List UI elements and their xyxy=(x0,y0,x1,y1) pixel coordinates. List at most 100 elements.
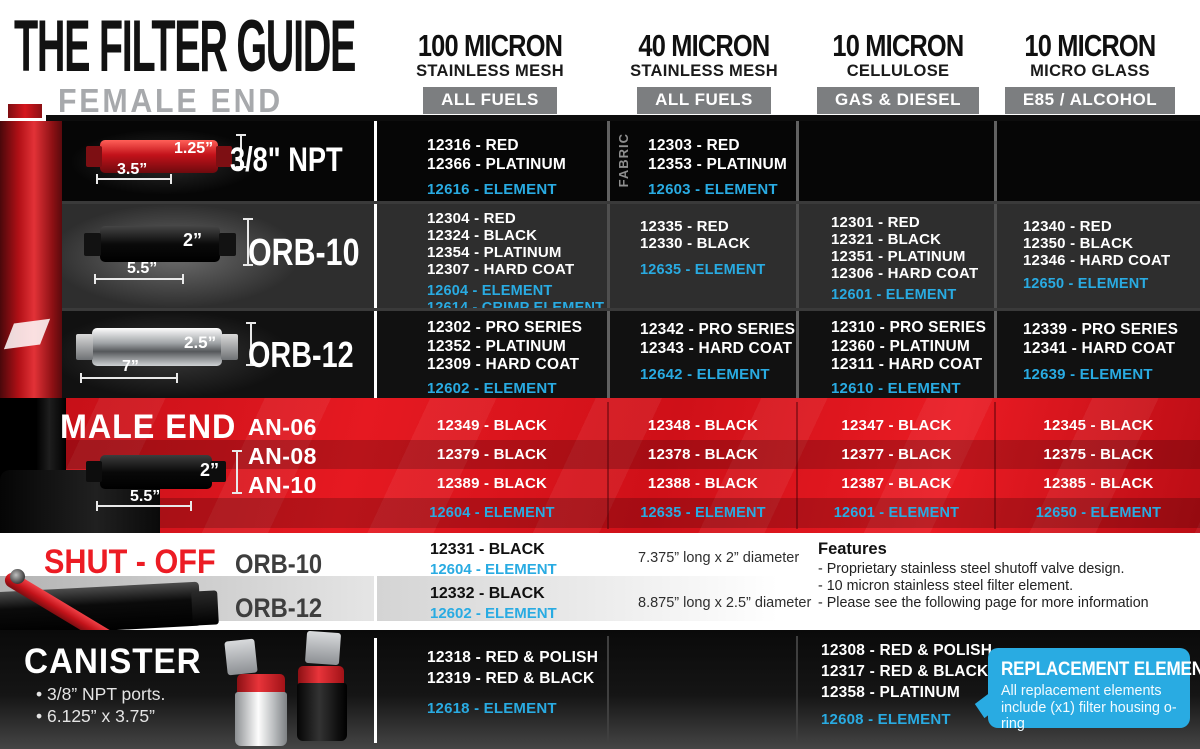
row-separator xyxy=(0,308,1200,311)
dimension-label: 1.25” xyxy=(174,140,214,157)
part-number: 12302 - PRO SERIES xyxy=(427,319,583,336)
column-micron-label: 10 MICRON xyxy=(832,28,964,63)
dimensions-note: 7.375” long x 2” diameter xyxy=(638,550,800,566)
part-number: 12352 - PLATINUM xyxy=(427,337,566,355)
female-row-orb10: 2” 5.5” ORB-10 12304 - RED 12324 - BLACK… xyxy=(0,204,1200,308)
part-number: 12346 - HARD COAT xyxy=(1023,252,1171,269)
spec-bullet: • 3/8” NPT ports. xyxy=(36,684,166,704)
element-number: 12601 - ELEMENT xyxy=(833,505,960,521)
dimension-label: 7” xyxy=(122,358,139,375)
part-number: 12387 - BLACK xyxy=(841,475,952,492)
part-number: 12330 - BLACK xyxy=(640,235,751,252)
column-divider xyxy=(607,402,609,529)
row-label: 3/8" NPT xyxy=(230,141,343,179)
row-label: ORB-12 xyxy=(248,334,354,375)
column-divider xyxy=(796,402,798,529)
header-divider xyxy=(46,115,1200,121)
part-number: 12343 - HARD COAT xyxy=(640,339,793,357)
element-number: 12601 - ELEMENT xyxy=(831,287,957,303)
section-divider xyxy=(374,311,377,398)
part-number: 12385 - BLACK xyxy=(1043,475,1154,492)
element-number: 12650 - ELEMENT xyxy=(1035,505,1162,521)
part-number: 12379 - BLACK xyxy=(436,446,548,463)
section-divider xyxy=(374,638,377,743)
parts-cell: 12340 - RED 12350 - BLACK 12346 - HARD C… xyxy=(997,204,1200,308)
column-divider xyxy=(994,402,996,529)
row-label-an10: AN-10 xyxy=(248,472,317,498)
red-inline-filter-image xyxy=(216,146,232,167)
chrome-inline-filter-image xyxy=(92,328,222,366)
section-divider xyxy=(374,204,377,308)
column-header-10-micron-microglass: 10 MICRON MICRO GLASS E85 / ALCOHOL xyxy=(980,30,1200,118)
element-number: 12603 - ELEMENT xyxy=(648,181,778,198)
parts-cell: 12339 - PRO SERIES 12341 - HARD COAT 126… xyxy=(997,311,1200,398)
column-media-label: CELLULOSE xyxy=(846,62,950,80)
element-number: 12604 - ELEMENT xyxy=(430,561,557,578)
column-media-label: STAINLESS MESH xyxy=(416,62,564,80)
element-number: 12618 - ELEMENT xyxy=(427,700,557,717)
row-label-orb12: ORB-12 xyxy=(235,593,323,623)
column-media-label: STAINLESS MESH xyxy=(630,62,778,80)
part-number: 12319 - RED & BLACK xyxy=(427,670,595,687)
row-label-an06: AN-06 xyxy=(248,414,317,440)
black-inline-filter-image xyxy=(84,233,101,256)
part-number: 12389 - BLACK xyxy=(436,475,548,492)
element-number: 12602 - ELEMENT xyxy=(427,379,557,397)
parts-cell: 12310 - PRO SERIES 12360 - PLATINUM 1231… xyxy=(799,311,994,398)
male-end-section: MALE END 2” 5.5” AN-06 AN-08 AN-10 12349… xyxy=(0,398,1200,533)
canister-bracket-image xyxy=(304,630,342,666)
dimension-bracket xyxy=(80,373,178,383)
dimension-bracket xyxy=(96,501,192,511)
row-label-orb10: ORB-10 xyxy=(235,549,323,579)
column-divider xyxy=(607,311,610,398)
silver-canister-image xyxy=(235,692,287,746)
red-inline-filter-image xyxy=(86,146,102,167)
column-divider xyxy=(994,204,997,308)
part-number: 12324 - BLACK xyxy=(427,227,538,244)
dimension-label: 2” xyxy=(200,460,220,480)
part-number: 12339 - PRO SERIES xyxy=(1023,321,1179,338)
column-divider xyxy=(607,636,609,743)
column-divider xyxy=(796,204,799,308)
dimension-label: 2.5” xyxy=(184,333,217,352)
column-micron-label: 40 MICRON xyxy=(638,28,770,63)
column-divider xyxy=(607,121,610,201)
row-stripe xyxy=(377,576,994,621)
parts-cell: 12318 - RED & POLISH 12319 - RED & BLACK… xyxy=(377,630,607,749)
part-number: 12317 - RED & BLACK xyxy=(821,663,989,680)
black-canister-image xyxy=(297,683,347,741)
chrome-inline-filter-image xyxy=(76,334,93,360)
part-number: 12347 - BLACK xyxy=(841,417,952,434)
part-number: 12307 - HARD COAT xyxy=(427,261,575,278)
dimension-label: 3.5” xyxy=(117,161,148,178)
features-item: - Please see the following page for more… xyxy=(818,595,1149,611)
shutoff-valve-image xyxy=(191,590,219,626)
element-number: 12635 - ELEMENT xyxy=(640,262,766,278)
column-divider xyxy=(796,636,798,743)
column-micron-label: 10 MICRON xyxy=(1024,28,1156,63)
red-inline-filter-image xyxy=(100,140,218,173)
fuel-badge: ALL FUELS xyxy=(637,87,771,114)
part-number: 12331 - BLACK xyxy=(430,541,545,558)
spec-bullet: • 6.125” x 3.75” xyxy=(36,706,155,726)
column-media-label: MICRO GLASS xyxy=(1030,62,1150,80)
black-inline-filter-image xyxy=(100,226,220,262)
callout-body: All replacement elements include (x1) fi… xyxy=(1001,683,1177,732)
column-divider xyxy=(796,121,799,201)
part-number: 12321 - BLACK xyxy=(831,231,942,248)
row-label: ORB-10 xyxy=(248,232,360,274)
part-number: 12304 - RED xyxy=(427,210,516,227)
column-header-10-micron-cellulose: 10 MICRON CELLULOSE GAS & DIESEL xyxy=(788,30,1008,118)
element-number: 12604 - ELEMENT xyxy=(427,283,553,299)
element-number: 12635 - ELEMENT xyxy=(640,505,766,521)
parts-cell: FABRIC 12303 - RED 12353 - PLATINUM 1260… xyxy=(610,121,796,201)
column-header-40-micron: 40 MICRON STAINLESS MESH ALL FUELS xyxy=(594,30,814,118)
female-row-orb12: 2.5” 7” ORB-12 12302 - PRO SERIES 12352 … xyxy=(0,311,1200,398)
parts-cell: 12302 - PRO SERIES 12352 - PLATINUM 1230… xyxy=(377,311,607,398)
part-number: 12301 - RED xyxy=(831,214,920,231)
element-number: 12602 - ELEMENT xyxy=(430,605,557,622)
parts-cell: 12335 - RED 12330 - BLACK 12635 - ELEMEN… xyxy=(610,204,796,308)
part-number: 12311 - HARD COAT xyxy=(831,356,983,373)
